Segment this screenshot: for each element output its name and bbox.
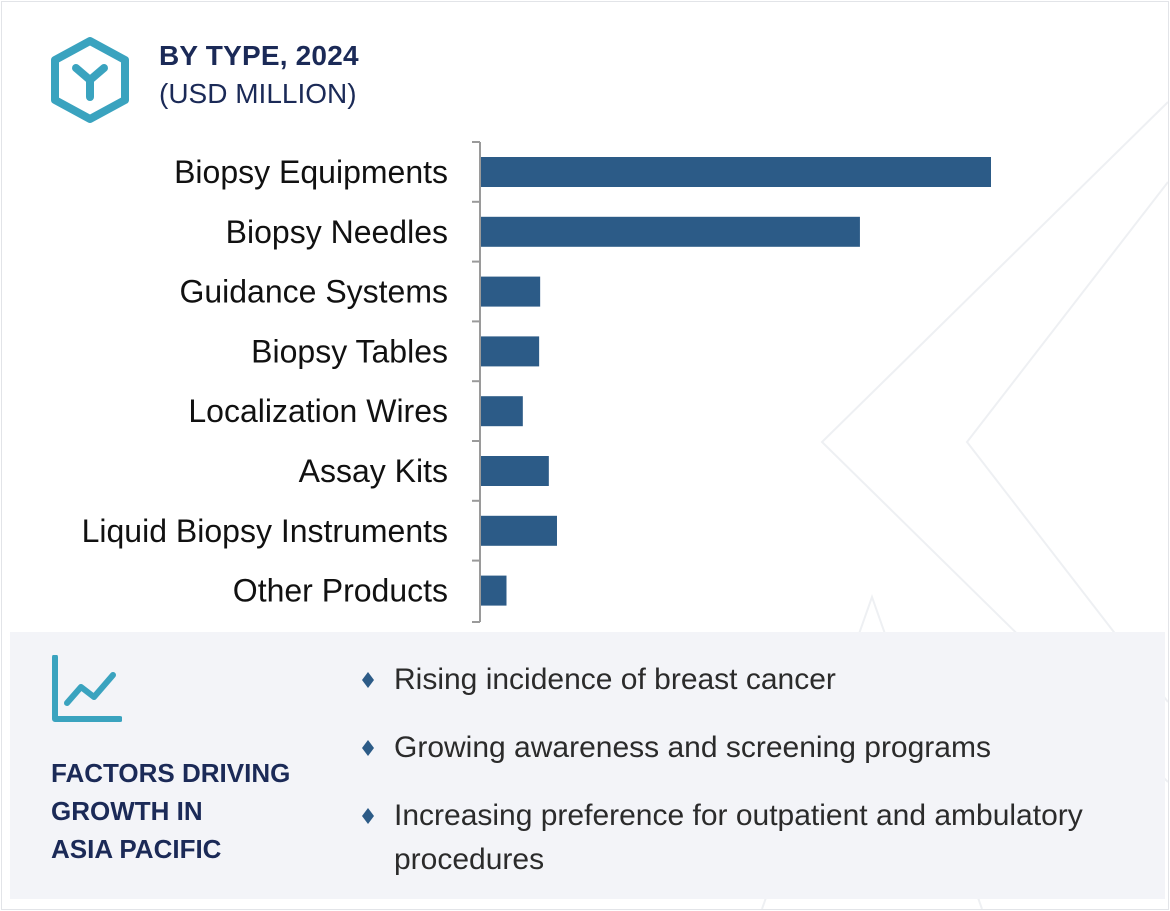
chart-title: BY TYPE, 2024 — [159, 40, 359, 71]
factors-heading: FACTORS DRIVING GROWTH IN ASIA PACIFIC — [51, 754, 331, 868]
factor-text: Rising incidence of breast cancer — [394, 663, 836, 696]
category-label: Biopsy Tables — [251, 333, 448, 369]
bar — [481, 575, 507, 606]
factors-list: Rising incidence of breast cancer Growin… — [352, 658, 1152, 906]
bar — [481, 456, 549, 486]
hexagon-y-logo-icon — [51, 37, 129, 123]
category-label: Localization Wires — [188, 393, 448, 429]
bar-chart: Biopsy Equipments Biopsy Needles Guidance … — [82, 141, 991, 623]
factor-text: Increasing preference for outpatient and… — [394, 799, 1083, 876]
factor-item: Rising incidence of breast cancer — [352, 658, 1152, 702]
diamond-bullet-icon — [362, 672, 374, 688]
factor-item: Growing awareness and screening programs — [352, 726, 1152, 770]
category-label: Other Products — [233, 573, 448, 609]
bar — [481, 515, 557, 546]
diamond-bullet-icon — [362, 740, 374, 756]
category-label: Biopsy Needles — [226, 214, 448, 250]
bar — [481, 276, 541, 307]
factors-heading-line: FACTORS DRIVING — [51, 758, 291, 788]
category-label: Guidance Systems — [179, 274, 448, 310]
factors-heading-line: GROWTH IN — [51, 796, 203, 826]
category-label: Biopsy Equipments — [174, 154, 448, 190]
bar — [481, 396, 523, 427]
factor-text: Growing awareness and screening programs — [394, 731, 991, 764]
factors-panel: FACTORS DRIVING GROWTH IN ASIA PACIFIC R… — [10, 632, 1165, 899]
factor-item: Increasing preference for outpatient and… — [352, 794, 1152, 882]
diamond-bullet-icon — [362, 808, 374, 824]
bar — [481, 336, 540, 367]
trend-line-chart-icon — [52, 655, 122, 722]
bar — [481, 216, 860, 247]
category-label: Liquid Biopsy Instruments — [82, 513, 448, 549]
factors-heading-line: ASIA PACIFIC — [51, 834, 222, 864]
category-label: Assay Kits — [299, 453, 448, 489]
bar — [481, 157, 991, 187]
chart-subtitle: (USD MILLION) — [159, 78, 357, 109]
